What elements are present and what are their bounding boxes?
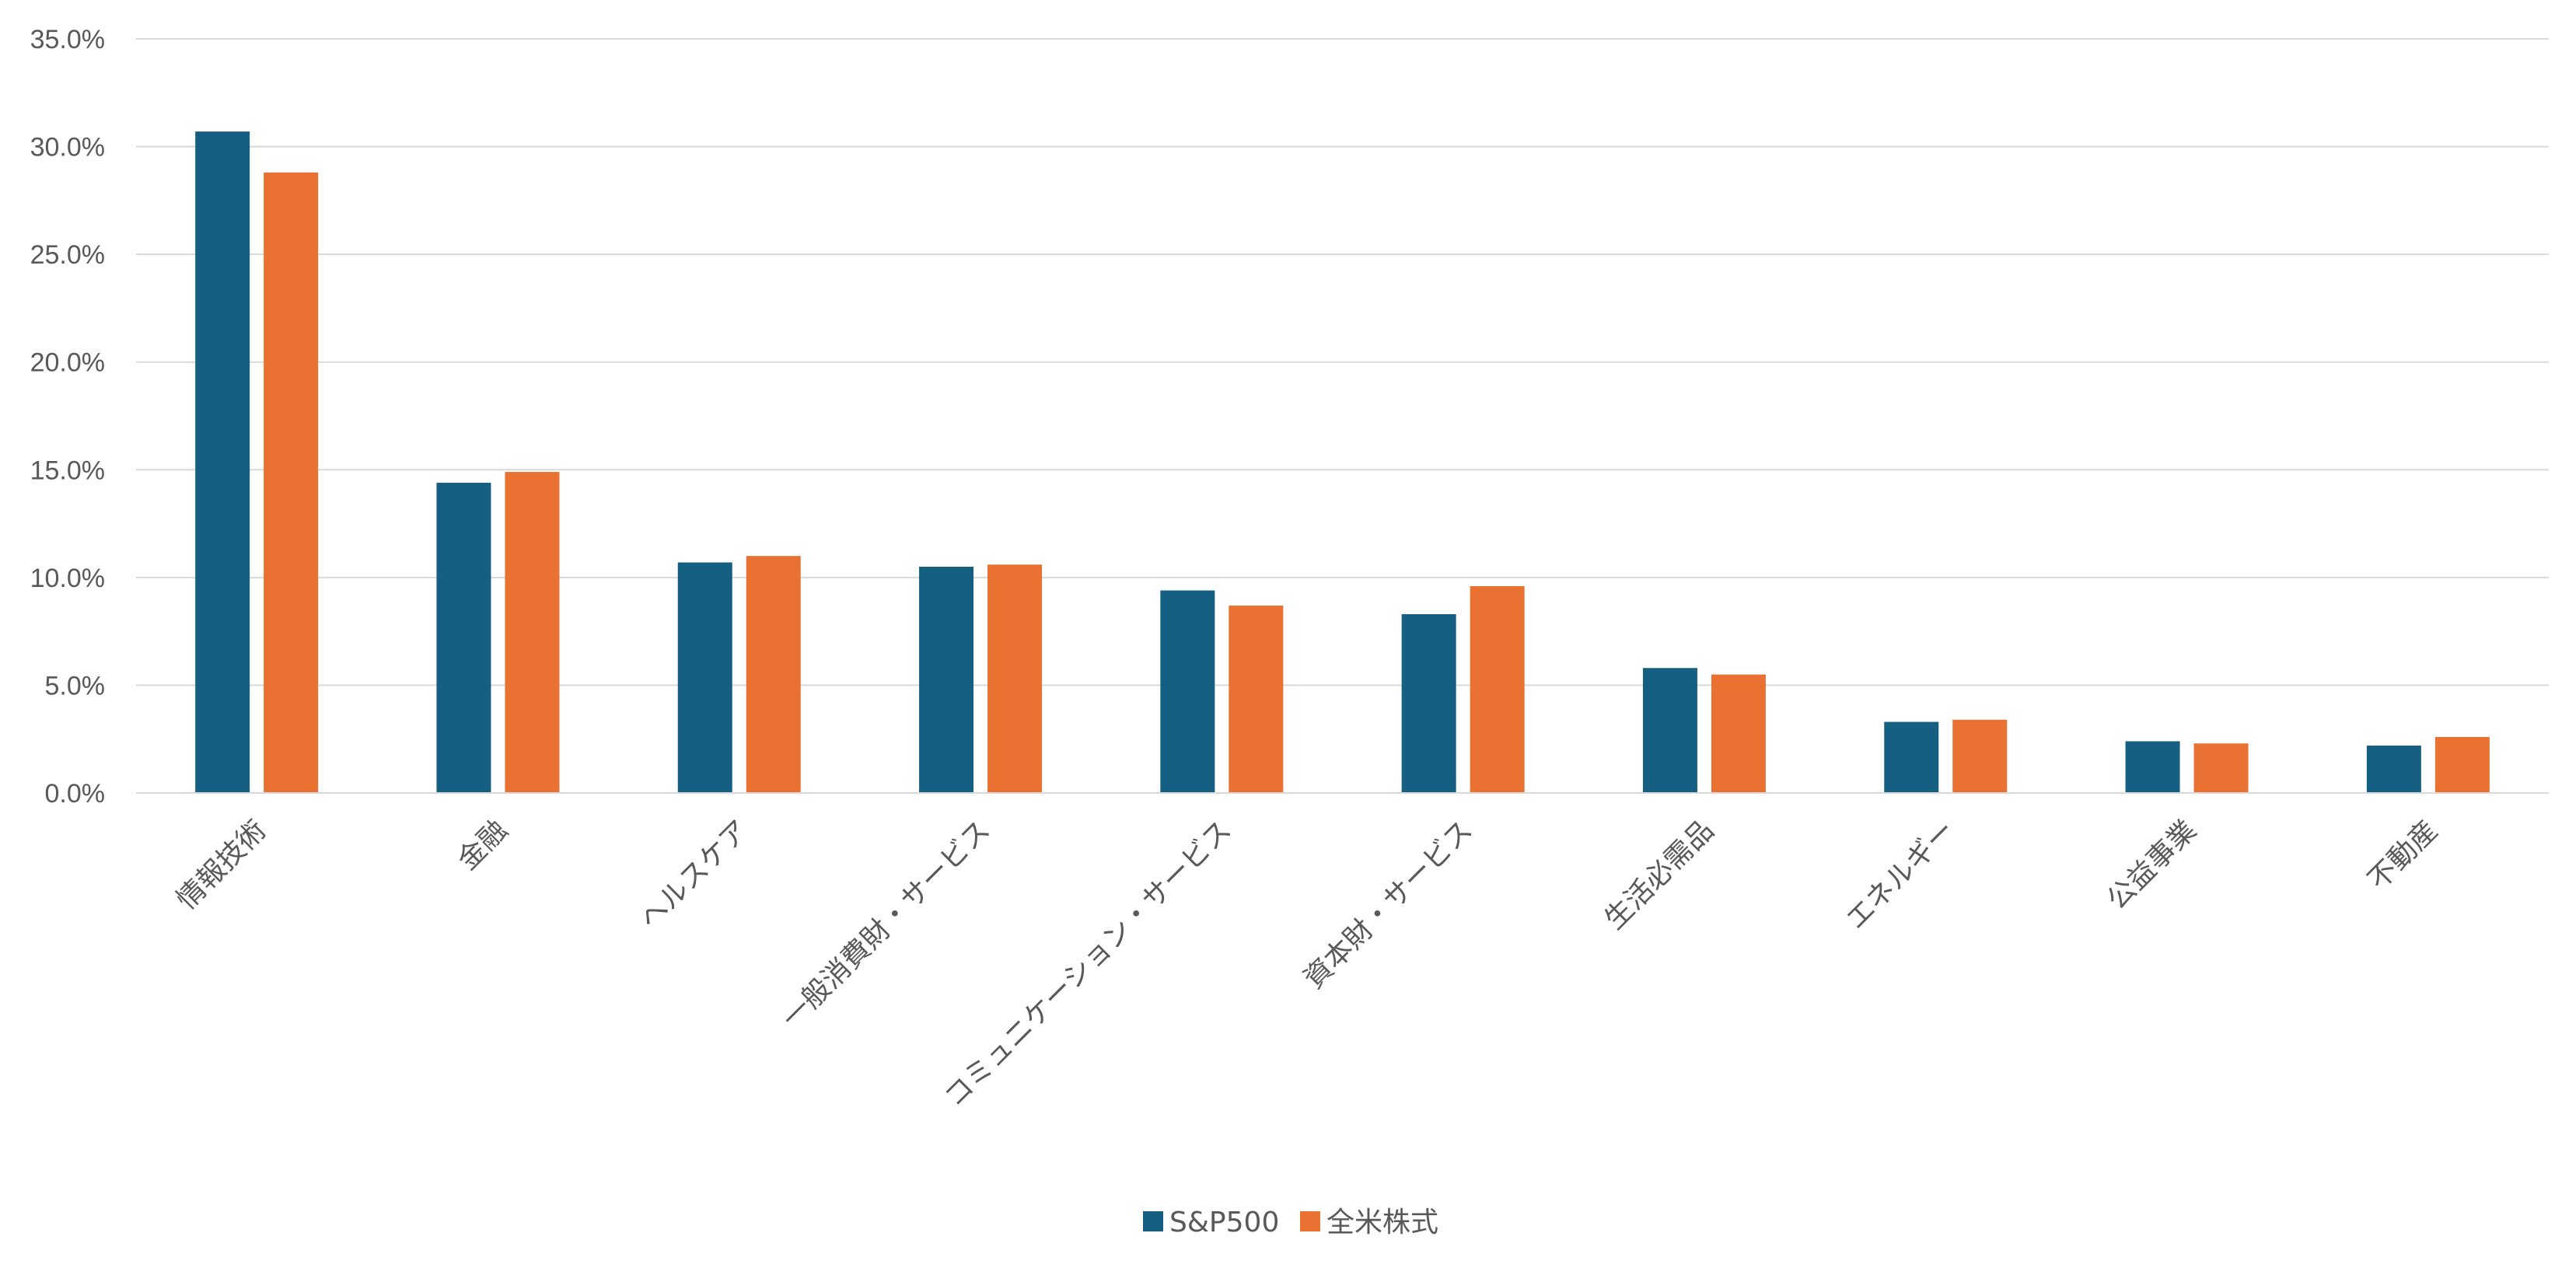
x-category-label: 公益事業 bbox=[2101, 814, 2203, 916]
legend-label: S&P500 bbox=[1169, 1207, 1279, 1238]
bar-sp500 bbox=[2366, 746, 2421, 793]
y-tick-label: 35.0% bbox=[30, 25, 105, 54]
y-tick-label: 0.0% bbox=[45, 779, 106, 809]
y-tick-label: 20.0% bbox=[30, 348, 105, 378]
y-tick-label: 10.0% bbox=[30, 564, 105, 593]
bar-sp500 bbox=[677, 562, 732, 793]
legend-item: S&P500 bbox=[1143, 1207, 1279, 1238]
bar-sp500 bbox=[2125, 741, 2180, 793]
bar-total-us bbox=[505, 472, 560, 793]
x-category-label: 一般消費財・サービス bbox=[776, 814, 997, 1035]
legend-label: 全米株式 bbox=[1326, 1207, 1438, 1238]
bar-total-us bbox=[2193, 743, 2249, 793]
x-category-label: 不動産 bbox=[2362, 814, 2444, 896]
bar-total-us bbox=[1711, 674, 1766, 793]
bar-sp500 bbox=[919, 567, 974, 793]
x-category-label: ヘルスケア bbox=[634, 814, 755, 935]
bar-total-us bbox=[2434, 736, 2490, 793]
x-category-label: 情報技術 bbox=[171, 814, 273, 916]
bar-total-us bbox=[264, 172, 319, 794]
bar-sp500 bbox=[1401, 613, 1456, 793]
bar-total-us bbox=[1952, 719, 2008, 793]
bar-sp500 bbox=[195, 131, 250, 793]
x-category-label: エネルギー bbox=[1840, 814, 1961, 935]
bar-total-us bbox=[746, 556, 801, 793]
bar-total-us bbox=[1229, 605, 1284, 793]
y-tick-label: 5.0% bbox=[45, 671, 106, 700]
bar-sp500 bbox=[1642, 668, 1697, 793]
bar-sp500 bbox=[436, 482, 491, 793]
legend-item: 全米株式 bbox=[1300, 1207, 1438, 1238]
gridlines bbox=[136, 38, 2549, 686]
legend-swatch bbox=[1300, 1211, 1320, 1231]
y-tick-label: 15.0% bbox=[30, 456, 105, 485]
x-category-label: 生活必需品 bbox=[1599, 814, 1720, 935]
bar-total-us bbox=[987, 564, 1043, 793]
y-axis-tick-labels: 0.0% 5.0% 10.0% 15.0% 20.0% 25.0% 30.0% 35.0% bbox=[30, 25, 105, 809]
bar-sp500 bbox=[1160, 590, 1215, 793]
bar-total-us bbox=[1470, 585, 1525, 793]
y-tick-label: 25.0% bbox=[30, 240, 105, 270]
x-category-label: 資本財・サービス bbox=[1298, 814, 1479, 995]
bar-sp500 bbox=[1884, 721, 1939, 793]
x-category-label: 金融 bbox=[452, 814, 514, 876]
legend-swatch bbox=[1143, 1211, 1163, 1231]
legend: S&P500 全米株式 bbox=[1143, 1207, 1438, 1238]
bars bbox=[195, 131, 2490, 794]
y-tick-label: 30.0% bbox=[30, 133, 105, 162]
x-category-label: コミュニケーション・サービス bbox=[938, 814, 1238, 1113]
